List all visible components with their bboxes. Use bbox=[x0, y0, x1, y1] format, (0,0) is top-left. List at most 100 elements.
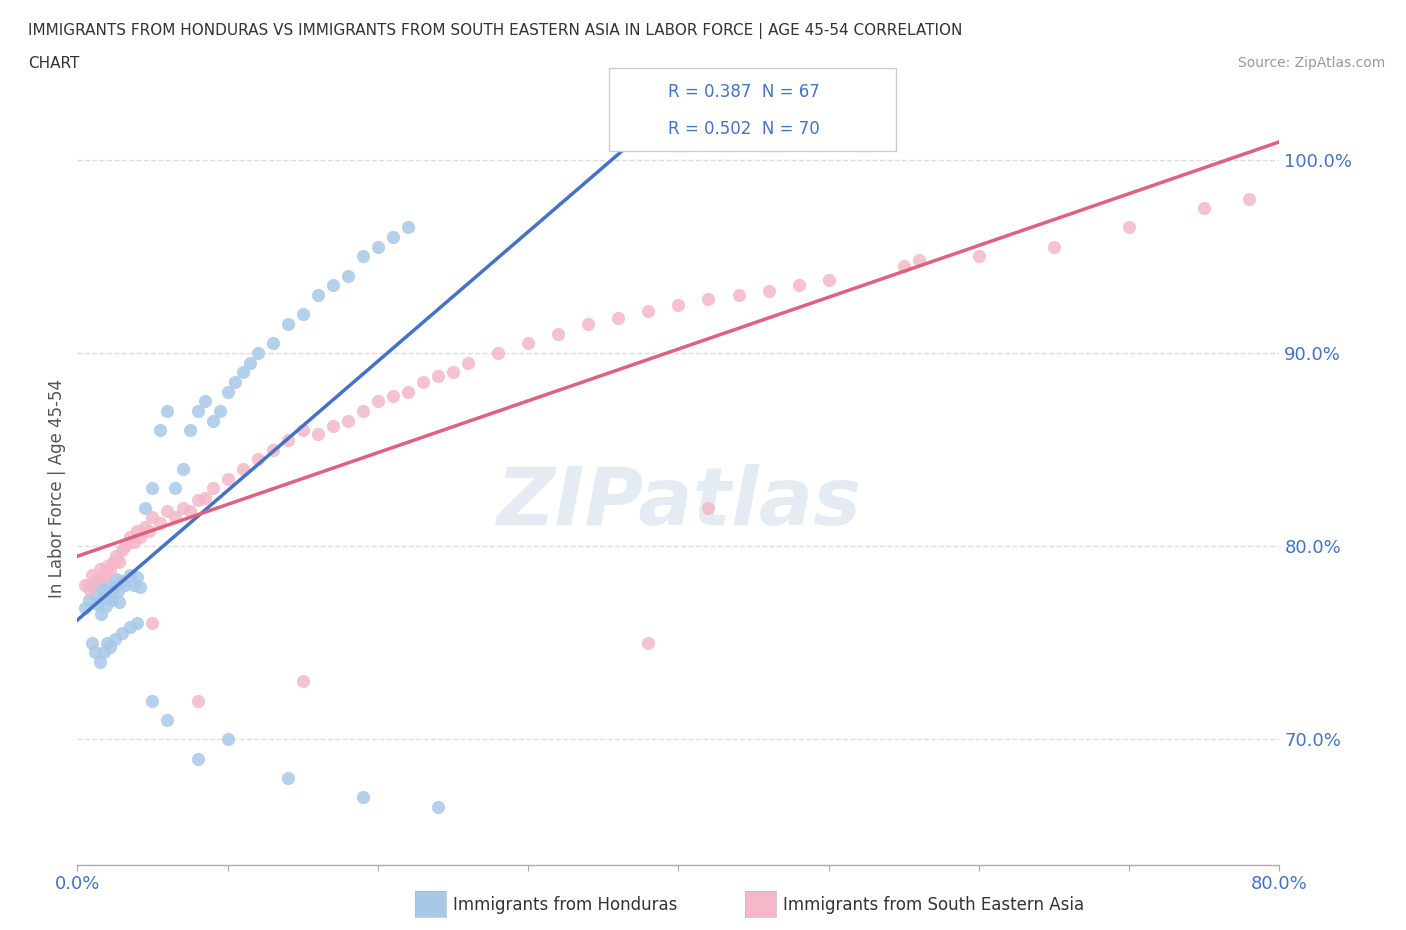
Point bbox=[277, 771, 299, 786]
Point bbox=[232, 461, 254, 476]
Point bbox=[101, 592, 124, 607]
Point bbox=[336, 269, 359, 284]
Point bbox=[141, 510, 163, 525]
Point bbox=[127, 524, 149, 538]
Point bbox=[277, 432, 299, 447]
Text: IMMIGRANTS FROM HONDURAS VS IMMIGRANTS FROM SOUTH EASTERN ASIA IN LABOR FORCE | : IMMIGRANTS FROM HONDURAS VS IMMIGRANTS F… bbox=[28, 23, 963, 39]
Point bbox=[239, 355, 262, 370]
Text: R = 0.387  N = 67: R = 0.387 N = 67 bbox=[668, 83, 820, 100]
Point bbox=[637, 303, 659, 318]
Point bbox=[127, 570, 149, 585]
Point bbox=[96, 635, 118, 650]
Point bbox=[307, 427, 329, 442]
Point bbox=[129, 529, 152, 544]
Point bbox=[186, 751, 209, 766]
Point bbox=[89, 562, 111, 577]
Point bbox=[163, 481, 186, 496]
Point bbox=[97, 589, 120, 604]
Point bbox=[141, 693, 163, 708]
Point bbox=[149, 423, 172, 438]
Point bbox=[104, 579, 127, 594]
Point bbox=[179, 423, 201, 438]
Point bbox=[90, 606, 112, 621]
Point bbox=[91, 581, 114, 596]
Point bbox=[127, 616, 149, 631]
Point bbox=[967, 249, 990, 264]
Point bbox=[114, 538, 136, 553]
Point bbox=[100, 639, 122, 654]
Point bbox=[381, 388, 404, 403]
Point bbox=[396, 384, 419, 399]
Y-axis label: In Labor Force | Age 45-54: In Labor Force | Age 45-54 bbox=[48, 379, 66, 598]
Point bbox=[209, 404, 232, 418]
Point bbox=[134, 520, 156, 535]
Point bbox=[93, 645, 115, 660]
Point bbox=[367, 239, 389, 254]
Point bbox=[486, 346, 509, 361]
Point bbox=[100, 585, 122, 600]
Point bbox=[94, 599, 117, 614]
Point bbox=[134, 500, 156, 515]
Point bbox=[93, 591, 115, 605]
Point bbox=[1118, 220, 1140, 235]
Point bbox=[186, 404, 209, 418]
Point bbox=[322, 278, 344, 293]
Point bbox=[381, 230, 404, 245]
Point bbox=[186, 693, 209, 708]
Point bbox=[217, 732, 239, 747]
Point bbox=[217, 384, 239, 399]
Point bbox=[441, 365, 464, 379]
Point bbox=[105, 572, 128, 587]
Point bbox=[156, 404, 179, 418]
Point bbox=[73, 601, 96, 616]
Point bbox=[307, 287, 329, 302]
Point bbox=[111, 626, 134, 641]
Point bbox=[291, 423, 314, 438]
Point bbox=[322, 419, 344, 434]
Point bbox=[367, 394, 389, 409]
Point bbox=[277, 316, 299, 331]
Point bbox=[111, 574, 134, 589]
Point bbox=[84, 574, 107, 589]
Point bbox=[96, 578, 118, 592]
Text: Immigrants from South Eastern Asia: Immigrants from South Eastern Asia bbox=[783, 896, 1084, 914]
Point bbox=[517, 336, 540, 351]
Point bbox=[224, 375, 246, 390]
Point bbox=[149, 515, 172, 530]
Text: CHART: CHART bbox=[28, 56, 80, 71]
Point bbox=[246, 452, 269, 467]
Text: Source: ZipAtlas.com: Source: ZipAtlas.com bbox=[1237, 56, 1385, 70]
Point bbox=[217, 472, 239, 486]
Point bbox=[352, 249, 374, 264]
Point bbox=[291, 307, 314, 322]
Point bbox=[100, 562, 122, 577]
Point bbox=[172, 461, 194, 476]
Point bbox=[1239, 191, 1261, 206]
Point bbox=[118, 567, 141, 582]
Point bbox=[96, 558, 118, 573]
Point bbox=[103, 554, 125, 569]
Point bbox=[727, 287, 749, 302]
Point bbox=[352, 790, 374, 804]
Point bbox=[179, 504, 201, 519]
Point bbox=[668, 298, 690, 312]
Point bbox=[787, 278, 810, 293]
Point bbox=[82, 635, 104, 650]
Text: R = 0.502  N = 70: R = 0.502 N = 70 bbox=[668, 120, 820, 138]
Point bbox=[1043, 239, 1066, 254]
Point bbox=[758, 284, 780, 299]
Point bbox=[79, 581, 101, 596]
Text: ZIPatlas: ZIPatlas bbox=[496, 464, 860, 542]
Point bbox=[118, 529, 141, 544]
Point bbox=[637, 635, 659, 650]
Point bbox=[84, 645, 107, 660]
Point bbox=[89, 574, 111, 589]
Point bbox=[91, 570, 114, 585]
Point bbox=[232, 365, 254, 379]
Point bbox=[172, 500, 194, 515]
Point bbox=[141, 481, 163, 496]
Point bbox=[336, 413, 359, 428]
Point bbox=[893, 259, 915, 273]
Point bbox=[607, 311, 630, 325]
Point bbox=[94, 565, 117, 580]
